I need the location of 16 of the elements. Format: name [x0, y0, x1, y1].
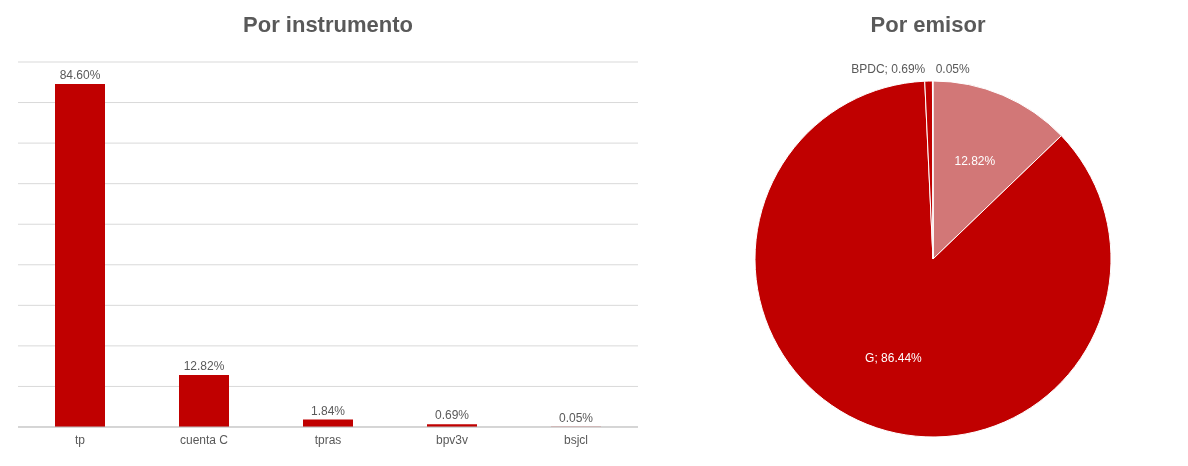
data-label: 12.82% [183, 359, 225, 374]
data-label: 12.82% [954, 153, 996, 168]
data-label: 0.05% [935, 62, 971, 76]
slice-label: G; 86.44% [865, 351, 923, 366]
x-tick-label: cuenta C [179, 432, 229, 447]
data-label: 0.05% [558, 410, 594, 425]
chart-title: Por instrumento [242, 12, 414, 38]
slice-label: BPDC; 0.69% [851, 62, 926, 77]
chart-title: Por emisor [869, 12, 987, 38]
data-label: 84.60% [59, 67, 101, 82]
x-tick-label: bsjcl [563, 432, 589, 447]
data-label: 0.69% [434, 408, 470, 423]
x-tick-label: tp [74, 432, 86, 447]
x-tick-label: tpras [314, 432, 342, 447]
data-label: 1.84% [310, 403, 346, 418]
x-tick-label: bpv3v [435, 432, 469, 447]
